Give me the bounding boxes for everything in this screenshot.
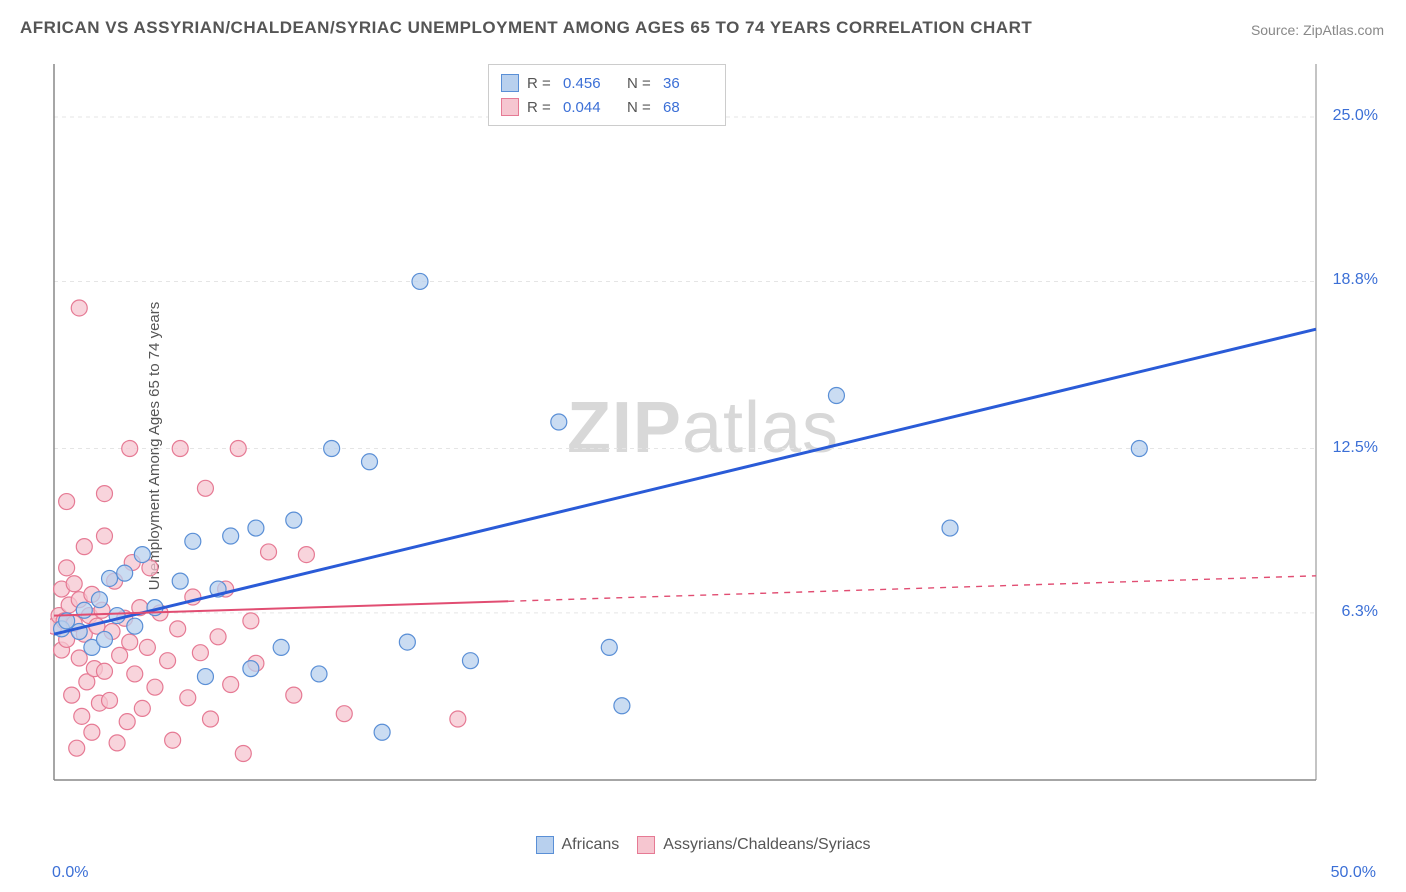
n-value-assyrians: 68	[663, 99, 713, 116]
legend-label-africans: Africans	[562, 836, 620, 854]
y-tick-label: 25.0%	[1333, 107, 1378, 125]
y-tick-label: 12.5%	[1333, 439, 1378, 457]
n-label: N =	[627, 75, 655, 92]
swatch-assyrians	[501, 98, 519, 116]
y-tick-label: 6.3%	[1342, 603, 1378, 621]
correlation-row-assyrians: R = 0.044 N = 68	[501, 95, 713, 119]
swatch-africans	[501, 74, 519, 92]
legend-item-africans: Africans	[536, 836, 620, 854]
swatch-assyrians-icon	[637, 836, 655, 854]
swatch-africans-icon	[536, 836, 554, 854]
r-value-africans: 0.456	[563, 75, 613, 92]
r-value-assyrians: 0.044	[563, 99, 613, 116]
chart-title: AFRICAN VS ASSYRIAN/CHALDEAN/SYRIAC UNEM…	[20, 18, 1032, 38]
r-label: R =	[527, 75, 555, 92]
x-axis-max-label: 50.0%	[1331, 864, 1376, 882]
legend-label-assyrians: Assyrians/Chaldeans/Syriacs	[663, 836, 870, 854]
n-label: N =	[627, 99, 655, 116]
source-label: Source: ZipAtlas.com	[1251, 22, 1384, 38]
legend-item-assyrians: Assyrians/Chaldeans/Syriacs	[637, 836, 870, 854]
y-tick-label: 18.8%	[1333, 271, 1378, 289]
correlation-legend: R = 0.456 N = 36 R = 0.044 N = 68	[488, 64, 726, 126]
plot-svg	[50, 60, 1376, 820]
series-legend: Africans Assyrians/Chaldeans/Syriacs	[0, 836, 1406, 854]
correlation-row-africans: R = 0.456 N = 36	[501, 71, 713, 95]
n-value-africans: 36	[663, 75, 713, 92]
scatter-plot	[50, 60, 1376, 820]
x-axis-min-label: 0.0%	[52, 864, 88, 882]
r-label: R =	[527, 99, 555, 116]
